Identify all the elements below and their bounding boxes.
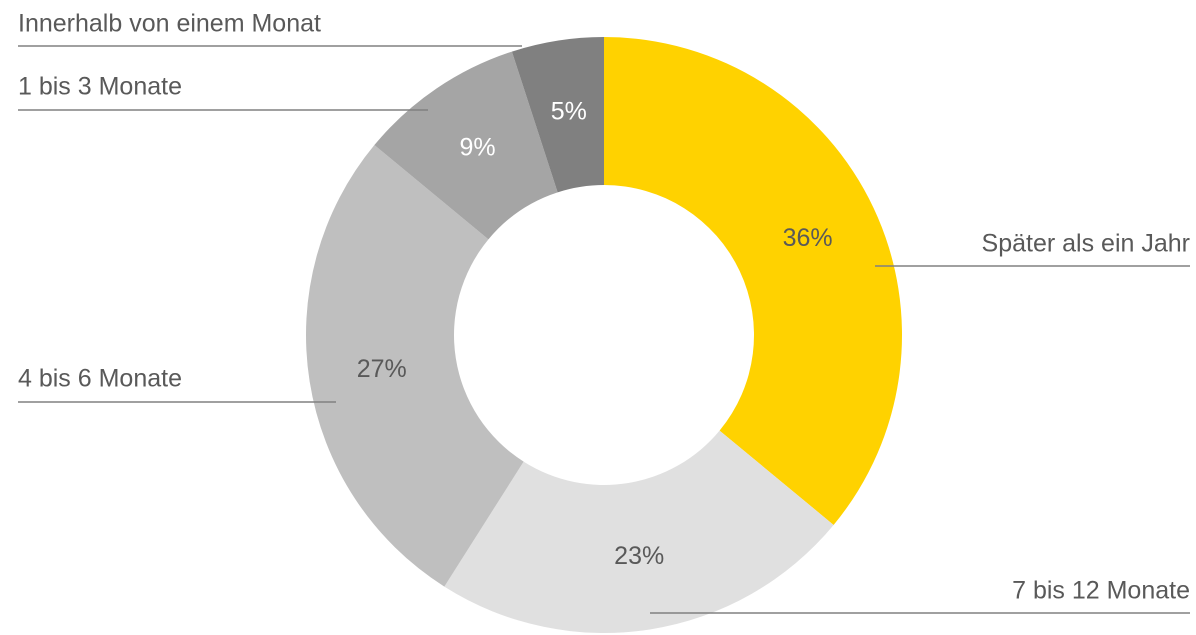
donut-segment — [604, 37, 902, 525]
donut-segment — [511, 37, 604, 193]
value-label: 23% — [614, 542, 664, 570]
value-label: 27% — [357, 355, 407, 383]
donut-segment — [305, 145, 524, 587]
value-label: 9% — [459, 134, 495, 162]
value-label: 36% — [783, 224, 833, 252]
category-label: 7 bis 12 Monate — [1012, 577, 1190, 605]
category-label: 4 bis 6 Monate — [18, 365, 182, 393]
donut-segment — [374, 51, 558, 240]
category-label: Innerhalb von einem Monat — [18, 10, 321, 38]
category-label: Später als ein Jahr — [982, 230, 1190, 258]
category-label: 1 bis 3 Monate — [18, 73, 182, 101]
donut-segment — [444, 430, 834, 633]
value-label: 5% — [551, 97, 587, 125]
